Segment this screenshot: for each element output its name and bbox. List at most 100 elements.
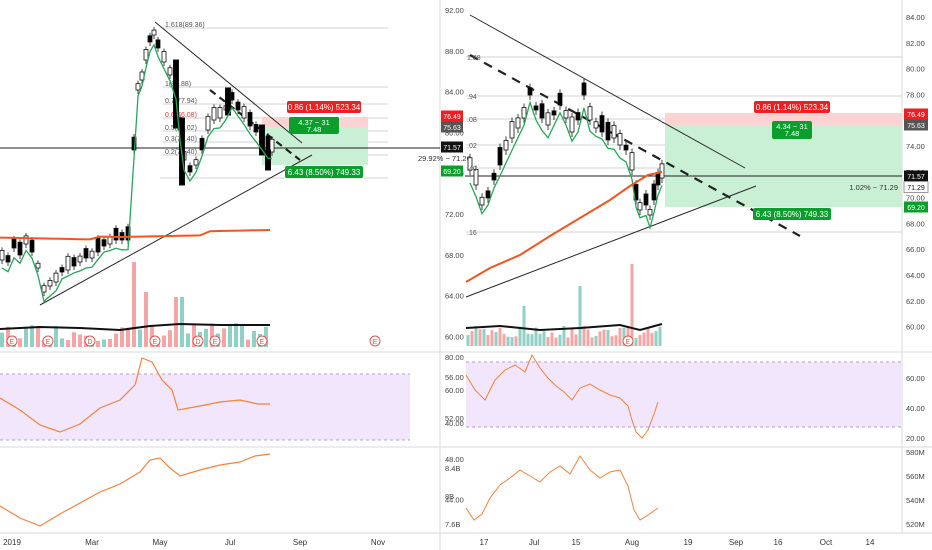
obv-axis-right-tick: 520M <box>906 520 925 529</box>
left-support-line[interactable] <box>39 154 313 306</box>
right-trendlines[interactable] <box>465 14 801 298</box>
mid-axis-tick: 48.00 <box>445 455 464 464</box>
badge-text: 75.63 <box>443 125 461 132</box>
right-axis-tick: 80.00 <box>906 65 925 74</box>
right-support-line[interactable] <box>465 185 757 298</box>
right-candle-body <box>617 133 623 146</box>
mid-axis-tick: 64.00 <box>445 292 464 301</box>
left-candle-body <box>187 165 193 173</box>
right-time-label: 15 <box>572 538 581 547</box>
right-axis-badge: 69.20 <box>904 201 928 213</box>
left-target-bottom-label: 6.43 (8.50%) 749.33 <box>285 166 363 178</box>
right-volume-bars <box>466 264 662 346</box>
right-axis-tick: 78.00 <box>906 90 925 99</box>
right-axis-tick: 60.00 <box>906 323 925 332</box>
left-ma-green-line <box>1 43 273 303</box>
badge-text: 71.29 <box>907 185 925 192</box>
right-volume-bar <box>590 337 594 346</box>
right-volume-bar <box>658 326 662 346</box>
left-earnings-marker <box>369 335 381 347</box>
left-resistance-line[interactable] <box>154 21 303 144</box>
right-volume-bar <box>518 326 522 346</box>
right-earnings-letter: E <box>626 339 631 346</box>
left-volume-bar <box>150 325 154 347</box>
right-axis-tick: 68.00 <box>906 219 925 228</box>
left-volume-bar <box>6 326 10 347</box>
right-time-label: 19 <box>684 538 693 547</box>
right-stop-zone <box>665 113 902 125</box>
left-candle-body <box>143 49 149 61</box>
left-candle-body <box>95 237 101 253</box>
left-candle-body <box>5 255 11 263</box>
right-axis-tick: 74.00 <box>906 142 925 151</box>
left-candle-body <box>217 107 223 119</box>
rsi-axis-right-tick: 20.00 <box>906 434 925 443</box>
obv-axis-mid-tick: 8.4B <box>445 464 460 473</box>
obv-axis-right-tick: 540M <box>906 496 925 505</box>
right-volume-bar <box>582 326 586 346</box>
left-earnings-letter: E <box>260 339 265 346</box>
left-volume-bar <box>162 335 166 347</box>
right-volume-bar <box>470 331 474 346</box>
left-earnings-letter: D <box>195 339 200 346</box>
left-rsi-line <box>0 357 270 433</box>
right-volume-bar <box>574 334 578 346</box>
left-volume-bar <box>24 328 28 347</box>
left-candle-body <box>151 29 157 36</box>
right-candle-body <box>629 152 635 171</box>
right-volume-bar <box>610 336 614 346</box>
badge-bg <box>904 108 928 120</box>
left-target-label-2: 7.48 <box>307 125 322 134</box>
left-volume-bar <box>168 330 172 347</box>
badge-bg <box>441 141 463 153</box>
left-candle-body <box>65 255 71 271</box>
right-fib-fragment: .08 <box>467 117 477 124</box>
left-candle-body <box>161 51 167 63</box>
left-candle-body <box>269 138 275 153</box>
left-trendlines[interactable] <box>39 21 313 306</box>
left-candle-body <box>77 255 83 263</box>
mid-axis-tick: 52.00 <box>445 414 464 423</box>
right-pct-readout: 1.02% ~ 71.29 <box>849 183 898 192</box>
mid-axis-tick: 60.00 <box>445 332 464 341</box>
time-axes: 2019 Mar May Jul Sep Nov 17 Jul 15 Aug 19 Sep 16 Oct 1… <box>3 538 875 547</box>
left-earnings-letter: E <box>46 339 51 346</box>
right-resistance-line[interactable] <box>469 14 746 169</box>
left-volume-bar <box>114 333 118 347</box>
right-axis-badge: 71.57 <box>904 170 928 182</box>
left-earnings-marker <box>256 335 268 347</box>
left-time-label: Mar <box>85 538 99 547</box>
left-volume-bar <box>210 323 214 347</box>
badge-bg <box>904 170 928 182</box>
left-time-label: Sep <box>293 538 308 547</box>
right-axis-tick: 66.00 <box>906 245 925 254</box>
right-volume-bar <box>638 334 642 346</box>
left-earnings-letter: E <box>213 339 218 346</box>
right-candle-body <box>515 117 521 129</box>
right-earnings-markers[interactable]: E <box>622 335 634 347</box>
right-target-bottom-text: 6.43 (8.50%) 749.33 <box>756 210 829 219</box>
left-earnings-letter: E <box>153 339 158 346</box>
right-axis-badge: 71.29 <box>903 181 929 193</box>
left-volume-bar <box>222 328 226 347</box>
right-fib-fragment: 1.88 <box>467 55 481 62</box>
right-volume-bar <box>586 329 590 346</box>
right-volume-bar <box>562 326 566 346</box>
left-candle-body <box>0 249 5 261</box>
right-volume-bar <box>630 264 634 346</box>
right-candle-body <box>485 190 491 199</box>
right-volume-bar <box>534 327 538 346</box>
right-candle-body <box>527 87 533 96</box>
left-target-label: 4.37 ~ 31 7.48 <box>289 117 339 134</box>
badge-text: 76.49 <box>443 114 461 121</box>
left-candle-body <box>71 257 77 267</box>
right-volume-bar <box>650 332 654 346</box>
badge-bg <box>904 119 928 131</box>
obv-axis-mid-tick: 8B <box>445 492 454 501</box>
right-time-label: 14 <box>866 538 875 547</box>
rsi-axis-mid-tick: 80.00 <box>445 353 464 362</box>
mid-axis-tick: 80.00 <box>445 128 464 137</box>
left-candle-body <box>59 267 65 273</box>
